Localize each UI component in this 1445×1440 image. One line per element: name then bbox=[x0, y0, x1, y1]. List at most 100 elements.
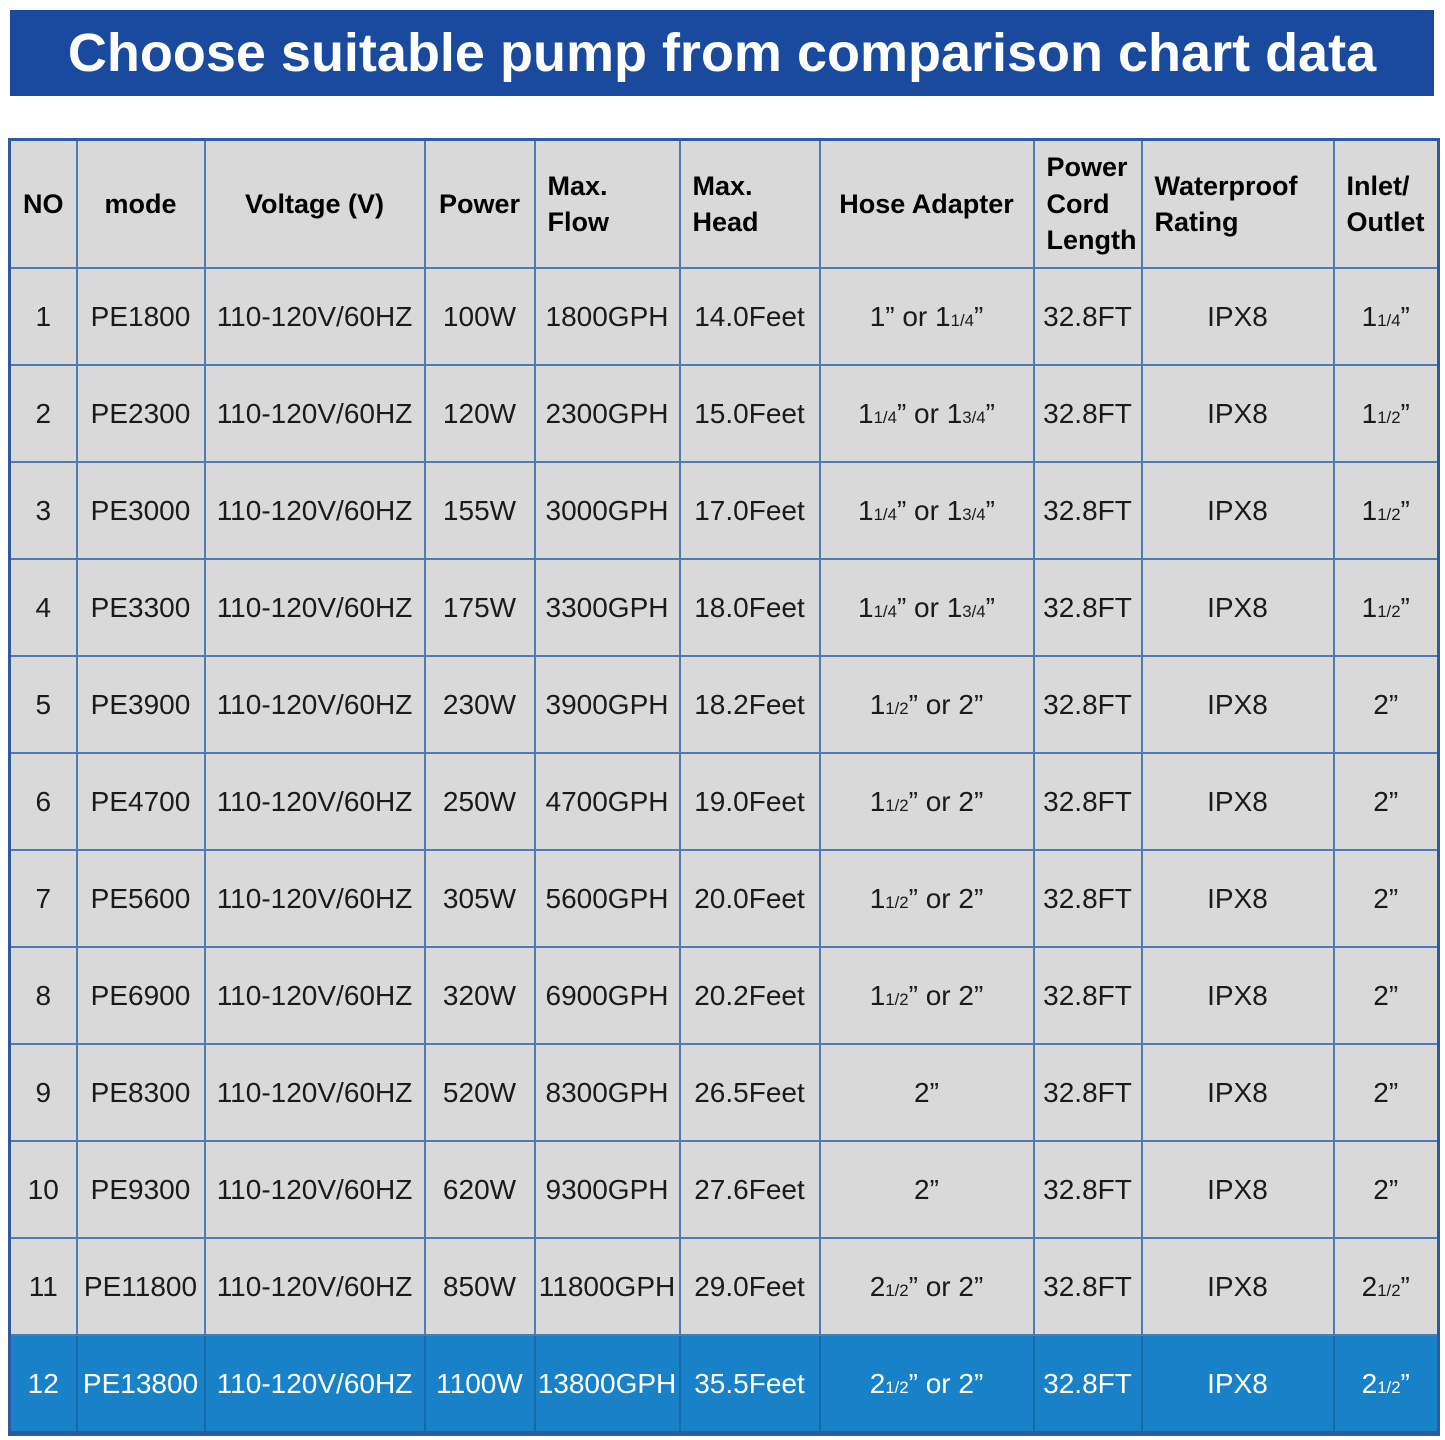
cell-max-head: 35.5Feet bbox=[678, 1334, 821, 1435]
cell-hose-adapter: 1” or 11/4” bbox=[818, 267, 1035, 366]
cell-voltage: 110-120V/60HZ bbox=[203, 752, 426, 851]
fraction-text: 1/2 bbox=[885, 989, 909, 1009]
cell-voltage: 110-120V/60HZ bbox=[203, 558, 426, 657]
cell-max-head: 14.0Feet bbox=[678, 267, 821, 366]
column-header-power: Power bbox=[423, 138, 536, 269]
cell-mode: PE1800 bbox=[75, 267, 206, 366]
cell-mode: PE3900 bbox=[75, 655, 206, 754]
cell-max-flow: 3000GPH bbox=[533, 461, 681, 560]
cell-power: 250W bbox=[423, 752, 536, 851]
cell-power: 175W bbox=[423, 558, 536, 657]
fraction-text: 1/4 bbox=[873, 601, 897, 621]
fraction-text: 1/4 bbox=[873, 407, 897, 427]
fraction-text: 1/2 bbox=[885, 1280, 909, 1300]
column-header-inlet: Inlet/ Outlet bbox=[1332, 138, 1440, 269]
cell-max-head: 19.0Feet bbox=[678, 752, 821, 851]
cell-cord-length: 32.8FT bbox=[1032, 267, 1143, 366]
cell-cord-length: 32.8FT bbox=[1032, 1043, 1143, 1142]
cell-power: 305W bbox=[423, 849, 536, 948]
cell-max-flow: 1800GPH bbox=[533, 267, 681, 366]
cell-power: 155W bbox=[423, 461, 536, 560]
cell-waterproof: IPX8 bbox=[1140, 267, 1335, 366]
fraction-text: 1/2 bbox=[885, 892, 909, 912]
cell-no: 5 bbox=[8, 655, 78, 754]
cell-hose-adapter: 11/2” or 2” bbox=[818, 849, 1035, 948]
cell-power: 520W bbox=[423, 1043, 536, 1142]
fraction-text: 1/4 bbox=[1377, 310, 1401, 330]
cell-inlet-outlet: 11/2” bbox=[1332, 558, 1440, 657]
cell-waterproof: IPX8 bbox=[1140, 1237, 1335, 1336]
cell-max-head: 26.5Feet bbox=[678, 1043, 821, 1142]
cell-cord-length: 32.8FT bbox=[1032, 849, 1143, 948]
cell-mode: PE11800 bbox=[75, 1237, 206, 1336]
cell-mode: PE2300 bbox=[75, 364, 206, 463]
cell-waterproof: IPX8 bbox=[1140, 1140, 1335, 1239]
page-title: Choose suitable pump from comparison cha… bbox=[67, 23, 1377, 83]
table-row: 3 PE3000 110-120V/60HZ 155W 3000GPH 17.0… bbox=[8, 461, 1440, 560]
cell-max-flow: 2300GPH bbox=[533, 364, 681, 463]
cell-no: 6 bbox=[8, 752, 78, 851]
table-row: 10 PE9300 110-120V/60HZ 620W 9300GPH 27.… bbox=[8, 1140, 1440, 1239]
column-header-hose: Hose Adapter bbox=[818, 138, 1035, 269]
cell-hose-adapter: 11/4” or 13/4” bbox=[818, 364, 1035, 463]
column-header-max-flow: Max. Flow bbox=[533, 138, 681, 269]
cell-mode: PE6900 bbox=[75, 946, 206, 1045]
cell-inlet-outlet: 11/4” bbox=[1332, 267, 1440, 366]
cell-cord-length: 32.8FT bbox=[1032, 946, 1143, 1045]
cell-max-flow: 5600GPH bbox=[533, 849, 681, 948]
title-banner: Choose suitable pump from comparison cha… bbox=[10, 10, 1434, 96]
cell-power: 850W bbox=[423, 1237, 536, 1336]
cell-voltage: 110-120V/60HZ bbox=[203, 1237, 426, 1336]
cell-waterproof: IPX8 bbox=[1140, 946, 1335, 1045]
cell-max-head: 20.2Feet bbox=[678, 946, 821, 1045]
cell-max-head: 20.0Feet bbox=[678, 849, 821, 948]
cell-no: 8 bbox=[8, 946, 78, 1045]
cell-voltage: 110-120V/60HZ bbox=[203, 1140, 426, 1239]
cell-waterproof: IPX8 bbox=[1140, 752, 1335, 851]
cell-power: 120W bbox=[423, 364, 536, 463]
cell-power: 320W bbox=[423, 946, 536, 1045]
table-row: 6 PE4700 110-120V/60HZ 250W 4700GPH 19.0… bbox=[8, 752, 1440, 851]
cell-voltage: 110-120V/60HZ bbox=[203, 849, 426, 948]
table-row: 4 PE3300 110-120V/60HZ 175W 3300GPH 18.0… bbox=[8, 558, 1440, 657]
cell-max-flow: 11800GPH bbox=[533, 1237, 681, 1336]
column-header-mode: mode bbox=[75, 138, 206, 269]
fraction-text: 3/4 bbox=[962, 504, 986, 524]
cell-no: 1 bbox=[8, 267, 78, 366]
cell-power: 620W bbox=[423, 1140, 536, 1239]
cell-max-flow: 6900GPH bbox=[533, 946, 681, 1045]
cell-waterproof: IPX8 bbox=[1140, 461, 1335, 560]
cell-mode: PE3000 bbox=[75, 461, 206, 560]
table-row: 1 PE1800 110-120V/60HZ 100W 1800GPH 14.0… bbox=[8, 267, 1440, 366]
cell-max-flow: 13800GPH bbox=[533, 1334, 681, 1435]
cell-inlet-outlet: 2” bbox=[1332, 655, 1440, 754]
cell-no: 11 bbox=[8, 1237, 78, 1336]
cell-mode: PE9300 bbox=[75, 1140, 206, 1239]
cell-mode: PE8300 bbox=[75, 1043, 206, 1142]
cell-waterproof: IPX8 bbox=[1140, 849, 1335, 948]
cell-max-head: 27.6Feet bbox=[678, 1140, 821, 1239]
fraction-text: 1/2 bbox=[1377, 601, 1401, 621]
cell-hose-adapter: 2” bbox=[818, 1043, 1035, 1142]
fraction-text: 3/4 bbox=[962, 407, 986, 427]
column-header-no: NO bbox=[8, 138, 78, 269]
cell-inlet-outlet: 21/2” bbox=[1332, 1237, 1440, 1336]
table-row: 8 PE6900 110-120V/60HZ 320W 6900GPH 20.2… bbox=[8, 946, 1440, 1045]
cell-waterproof: IPX8 bbox=[1140, 1334, 1335, 1435]
cell-cord-length: 32.8FT bbox=[1032, 461, 1143, 560]
cell-inlet-outlet: 2” bbox=[1332, 1140, 1440, 1239]
cell-max-flow: 3900GPH bbox=[533, 655, 681, 754]
cell-voltage: 110-120V/60HZ bbox=[203, 1043, 426, 1142]
fraction-text: 1/4 bbox=[950, 310, 974, 330]
fraction-text: 1/2 bbox=[885, 698, 909, 718]
column-header-waterproof: Waterproof Rating bbox=[1140, 138, 1335, 269]
table-row: 11 PE11800 110-120V/60HZ 850W 11800GPH 2… bbox=[8, 1237, 1440, 1336]
cell-hose-adapter: 11/2” or 2” bbox=[818, 946, 1035, 1045]
cell-voltage: 110-120V/60HZ bbox=[203, 1334, 426, 1435]
cell-inlet-outlet: 2” bbox=[1332, 752, 1440, 851]
cell-max-flow: 9300GPH bbox=[533, 1140, 681, 1239]
pump-comparison-table: NO mode Voltage (V) Power Max. Flow Max.… bbox=[8, 138, 1440, 1436]
cell-hose-adapter: 21/2” or 2” bbox=[818, 1237, 1035, 1336]
cell-hose-adapter: 11/4” or 13/4” bbox=[818, 461, 1035, 560]
cell-inlet-outlet: 2” bbox=[1332, 849, 1440, 948]
